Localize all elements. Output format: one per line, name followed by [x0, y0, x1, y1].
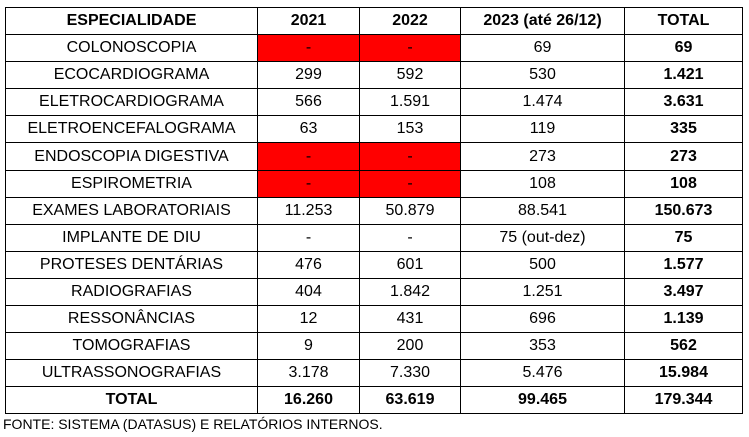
value-2021-cell: 63 — [257, 115, 360, 144]
header-row: ESPECIALIDADE 2021 2022 2023 (até 26/12)… — [5, 6, 743, 36]
value-2023-cell: 108 — [460, 169, 625, 198]
value-2021-cell: 566 — [257, 88, 360, 117]
total-cell: 150.673 — [624, 196, 743, 225]
source-footnote: FONTE: SISTEMA (DATASUS) E RELATÓRIOS IN… — [3, 416, 383, 432]
value-2022-cell: 200 — [359, 332, 461, 361]
specialty-cell: PROTESES DENTÁRIAS — [5, 250, 258, 279]
table-row: RESSONÂNCIAS 12 431 696 1.139 — [5, 305, 743, 334]
table-row: EXAMES LABORATORIAIS 11.253 50.879 88.541 15… — [5, 196, 743, 225]
value-2021-cell: - — [257, 142, 360, 171]
total-cell: 1.421 — [624, 61, 743, 90]
value-2023-cell: 5.476 — [460, 359, 625, 388]
specialty-table: ESPECIALIDADE 2021 2022 2023 (até 26/12)… — [5, 6, 743, 415]
value-2022-cell: 1.842 — [359, 277, 461, 307]
table-row: ECOCARDIOGRAMA 299 592 530 1.421 — [5, 61, 743, 90]
total-cell: 15.984 — [624, 359, 743, 388]
header-cell-2023: 2023 (até 26/12) — [460, 6, 625, 36]
specialty-cell: RADIOGRAFIAS — [5, 277, 258, 307]
value-2023-cell: 88.541 — [460, 196, 625, 225]
value-2023-cell: 500 — [460, 250, 625, 279]
table-row: ELETROENCEFALOGRAMA 63 153 119 335 — [5, 115, 743, 144]
value-2022-cell: - — [359, 142, 461, 171]
total-cell: 335 — [624, 115, 743, 144]
value-2021-cell: 12 — [257, 305, 360, 334]
value-2021-cell: 404 — [257, 277, 360, 307]
header-cell-total: TOTAL — [624, 6, 743, 36]
value-2021-cell: 9 — [257, 332, 360, 361]
total-cell: 273 — [624, 142, 743, 171]
value-2022-cell: 431 — [359, 305, 461, 334]
specialty-cell: ELETROCARDIOGRAMA — [5, 88, 258, 117]
value-2021-cell: 476 — [257, 250, 360, 279]
specialty-cell: COLONOSCOPIA — [5, 34, 258, 63]
table-row: ELETROCARDIOGRAMA 566 1.591 1.474 3.631 — [5, 88, 743, 117]
value-2023-cell: 119 — [460, 115, 625, 144]
table-body: COLONOSCOPIA - -69 69 ECOCARDIOGRAMA 299 592 53… — [5, 34, 743, 388]
value-2023-cell: 1.251 — [460, 277, 625, 307]
table-row: PROTESES DENTÁRIAS 476 601 500 1.577 — [5, 250, 743, 279]
value-2023-cell: 69 — [460, 34, 625, 63]
value-2022-cell: - — [359, 223, 461, 252]
value-2022-cell: 50.879 — [359, 196, 461, 225]
value-2022-cell: 601 — [359, 250, 461, 279]
value-2022-cell: - — [359, 169, 461, 198]
table-row: ULTRASSONOGRAFIAS 3.178 7.330 5.476 15.984 — [5, 359, 743, 388]
total-cell: 3.631 — [624, 88, 743, 117]
total-2021: 16.260 — [257, 386, 360, 415]
value-2021-cell: 299 — [257, 61, 360, 90]
table-row: IMPLANTE DE DIU - -75 (out-dez) 75 — [5, 223, 743, 252]
header-cell-especialidade: ESPECIALIDADE — [5, 6, 258, 36]
total-cell: 1.139 — [624, 305, 743, 334]
total-grand: 179.344 — [624, 386, 743, 415]
value-2021-cell: 3.178 — [257, 359, 360, 388]
total-cell: 3.497 — [624, 277, 743, 307]
header-cell-2021: 2021 — [257, 6, 360, 36]
table-row: ESPIROMETRIA - -108 108 — [5, 169, 743, 198]
value-2023-cell: 75 (out-dez) — [460, 223, 625, 252]
total-cell: 562 — [624, 332, 743, 361]
specialty-cell: ESPIROMETRIA — [5, 169, 258, 198]
value-2023-cell: 696 — [460, 305, 625, 334]
table-row: TOMOGRAFIAS 9 200 353 562 — [5, 332, 743, 361]
value-2023-cell: 1.474 — [460, 88, 625, 117]
specialty-cell: ELETROENCEFALOGRAMA — [5, 115, 258, 144]
value-2022-cell: - — [359, 34, 461, 63]
total-label: TOTAL — [5, 386, 258, 415]
specialty-cell: ENDOSCOPIA DIGESTIVA — [5, 142, 258, 171]
specialty-cell: EXAMES LABORATORIAIS — [5, 196, 258, 225]
total-cell: 75 — [624, 223, 743, 252]
header-cell-2022: 2022 — [359, 6, 461, 36]
total-cell: 69 — [624, 34, 743, 63]
specialty-cell: RESSONÂNCIAS — [5, 305, 258, 334]
specialty-cell: TOMOGRAFIAS — [5, 332, 258, 361]
specialty-cell: ULTRASSONOGRAFIAS — [5, 359, 258, 388]
total-row: TOTAL 16.260 63.619 99.465 179.344 — [5, 386, 743, 415]
value-2021-cell: - — [257, 34, 360, 63]
value-2021-cell: - — [257, 223, 360, 252]
value-2023-cell: 273 — [460, 142, 625, 171]
total-cell: 1.577 — [624, 250, 743, 279]
value-2022-cell: 1.591 — [359, 88, 461, 117]
value-2023-cell: 353 — [460, 332, 625, 361]
value-2021-cell: - — [257, 169, 360, 198]
table-row: RADIOGRAFIAS 404 1.842 1.251 3.497 — [5, 277, 743, 307]
value-2023-cell: 530 — [460, 61, 625, 90]
total-2023: 99.465 — [460, 386, 625, 415]
table-row: ENDOSCOPIA DIGESTIVA - -273 273 — [5, 142, 743, 171]
value-2022-cell: 592 — [359, 61, 461, 90]
total-2022: 63.619 — [359, 386, 461, 415]
specialty-cell: ECOCARDIOGRAMA — [5, 61, 258, 90]
table-row: COLONOSCOPIA - -69 69 — [5, 34, 743, 63]
specialty-cell: IMPLANTE DE DIU — [5, 223, 258, 252]
value-2022-cell: 7.330 — [359, 359, 461, 388]
value-2022-cell: 153 — [359, 115, 461, 144]
total-cell: 108 — [624, 169, 743, 198]
value-2021-cell: 11.253 — [257, 196, 360, 225]
